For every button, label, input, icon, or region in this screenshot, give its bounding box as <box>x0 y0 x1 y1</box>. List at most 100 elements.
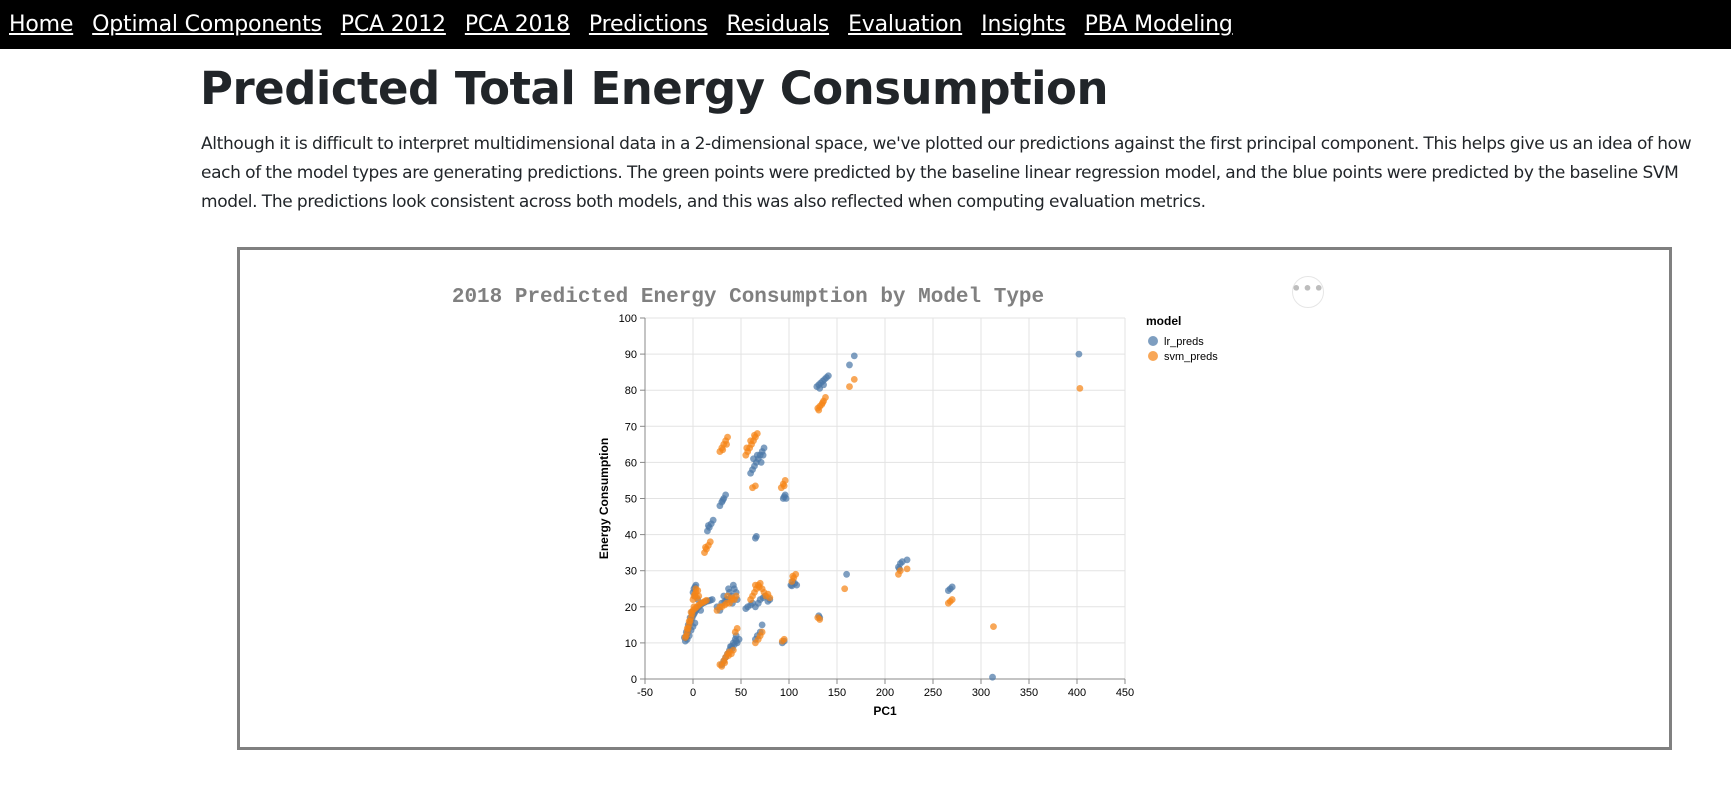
data-point <box>706 538 714 546</box>
data-point <box>819 399 826 407</box>
y-tick-label: 30 <box>625 566 637 578</box>
data-point <box>896 567 904 575</box>
data-point <box>719 496 727 504</box>
data-point <box>850 375 858 383</box>
ellipsis-icon: ••• <box>1291 279 1325 298</box>
data-point <box>724 433 731 441</box>
nav-home[interactable]: Home <box>9 12 74 37</box>
data-point <box>822 394 829 401</box>
data-point <box>723 440 730 448</box>
data-point <box>948 583 956 591</box>
data-point <box>758 628 766 636</box>
intro-paragraph: Although it is difficult to interpret mu… <box>201 134 1692 212</box>
data-point <box>760 444 768 452</box>
data-point <box>755 583 763 591</box>
x-tick-label: 350 <box>1020 687 1038 699</box>
y-tick-label: 80 <box>625 385 637 397</box>
data-point <box>721 659 729 667</box>
data-point <box>780 482 788 490</box>
y-tick-label: 60 <box>625 457 637 469</box>
chart-title: 2018 Predicted Energy Consumption by Mod… <box>452 286 1044 309</box>
data-point <box>815 406 823 414</box>
page-title: Predicted Total Energy Consumption <box>200 62 1109 115</box>
data-point <box>683 625 691 632</box>
legend-label: lr_preds <box>1164 336 1204 348</box>
chart-legend: model lr_preds svm_preds <box>1146 314 1218 363</box>
data-point <box>702 543 709 551</box>
data-point <box>747 437 754 445</box>
data-point <box>753 451 761 459</box>
legend-label: svm_preds <box>1164 351 1218 363</box>
series-svm_preds <box>681 375 1084 670</box>
data-point <box>843 570 850 578</box>
data-point <box>719 446 727 454</box>
y-tick-label: 20 <box>625 602 637 614</box>
x-tick-label: 100 <box>780 687 798 699</box>
nav-pca-2012[interactable]: PCA 2012 <box>340 12 446 37</box>
data-point <box>681 634 689 641</box>
data-point <box>733 625 741 632</box>
data-point <box>725 585 732 593</box>
scatter-chart: 2018 Predicted Energy Consumption by Mod… <box>452 286 1218 718</box>
x-tick-label: 250 <box>924 687 942 699</box>
y-tick-label: 10 <box>625 638 637 650</box>
data-point <box>1076 384 1084 392</box>
y-axis-label: Energy Consumption <box>597 438 611 559</box>
data-point <box>729 646 737 654</box>
nav-insights[interactable]: Insights <box>981 12 1066 37</box>
data-point <box>685 617 693 625</box>
data-point <box>948 596 956 603</box>
nav-optimal-components[interactable]: Optimal Components <box>92 12 322 37</box>
y-tick-label: 70 <box>625 421 637 433</box>
x-tick-label: -50 <box>637 687 653 699</box>
data-point <box>903 556 911 564</box>
x-axis-label: PC1 <box>873 704 897 718</box>
data-point <box>752 533 760 540</box>
data-point <box>989 673 996 681</box>
top-navigation: Home Optimal Components PCA 2012 PCA 2018 Pr… <box>0 0 1731 49</box>
data-point <box>903 565 911 573</box>
data-point <box>758 621 766 629</box>
legend-symbol <box>1148 336 1158 346</box>
x-tick-label: 150 <box>828 687 846 699</box>
y-tick-label: 90 <box>625 349 637 361</box>
data-point <box>1075 350 1083 358</box>
data-point <box>725 652 732 659</box>
legend-title: model <box>1146 314 1181 328</box>
x-tick-label: 200 <box>876 687 894 699</box>
x-tick-label: 450 <box>1116 687 1134 699</box>
data-point <box>841 585 849 593</box>
data-point <box>781 477 789 484</box>
data-point <box>735 635 743 643</box>
data-point <box>687 608 695 616</box>
nav-predictions[interactable]: Predictions <box>588 12 708 37</box>
x-tick-label: 50 <box>735 687 747 699</box>
data-point <box>824 372 832 380</box>
data-point <box>729 581 737 589</box>
data-point <box>692 585 700 593</box>
chart-grid <box>644 317 1126 680</box>
data-point <box>764 590 772 598</box>
x-tick-label: 0 <box>690 687 696 699</box>
data-point <box>789 572 797 580</box>
data-point <box>816 616 824 623</box>
data-point <box>990 623 997 631</box>
data-point <box>850 352 858 360</box>
data-point <box>726 599 733 607</box>
data-point <box>695 592 703 600</box>
y-tick-label: 100 <box>619 313 637 325</box>
data-point <box>752 482 759 490</box>
data-point <box>751 431 758 439</box>
y-tick-label: 50 <box>625 494 637 506</box>
chart-actions-button[interactable]: ••• <box>1291 276 1325 308</box>
data-point <box>690 603 698 611</box>
nav-pba-modeling[interactable]: PBA Modeling <box>1084 12 1233 37</box>
y-tick-label: 0 <box>631 674 637 686</box>
data-point <box>780 635 788 643</box>
nav-residuals[interactable]: Residuals <box>726 12 830 37</box>
nav-evaluation[interactable]: Evaluation <box>848 12 963 37</box>
data-point <box>703 596 710 604</box>
nav-pca-2018[interactable]: PCA 2018 <box>464 12 570 37</box>
x-tick-label: 400 <box>1068 687 1086 699</box>
chart-frame: 2018 Predicted Energy Consumption by Mod… <box>237 247 1672 750</box>
